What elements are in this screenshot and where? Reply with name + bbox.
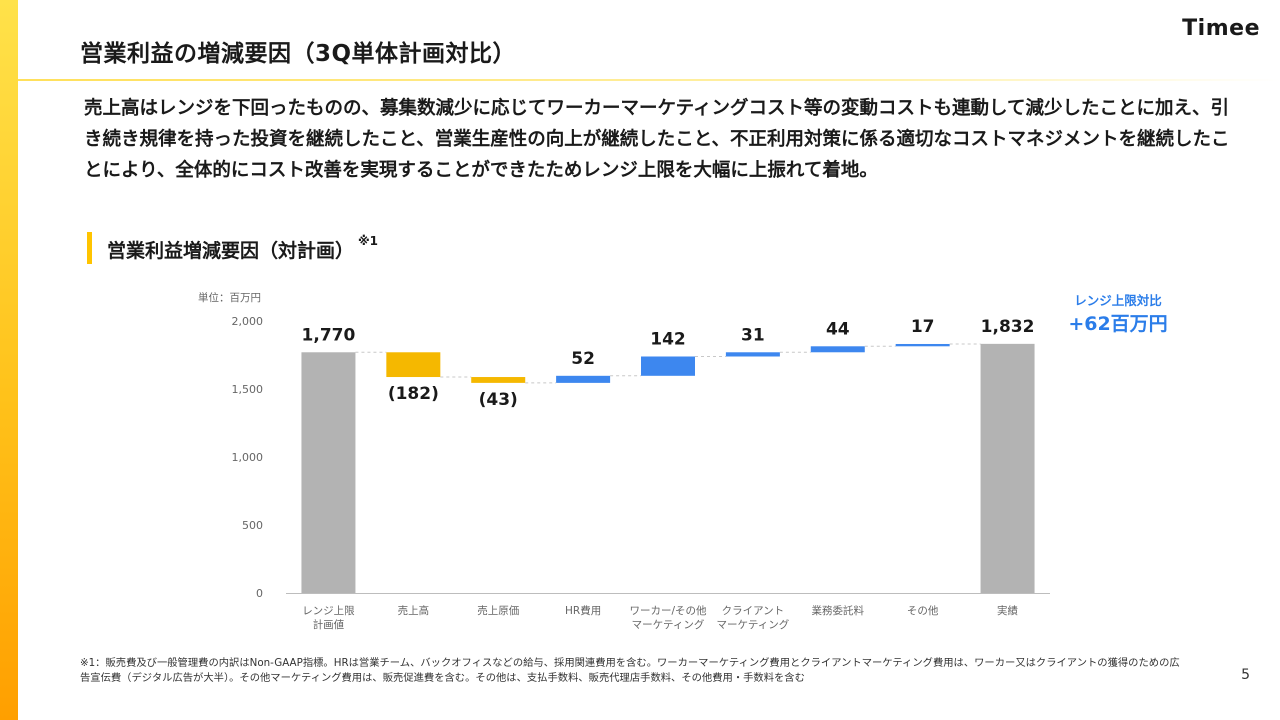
waterfall-bar <box>556 375 611 383</box>
data-label: 31 <box>741 325 765 345</box>
data-label: (43) <box>479 390 518 410</box>
side-accent-bar <box>0 0 18 720</box>
data-label: 52 <box>571 349 595 369</box>
y-tick-label: 2,000 <box>232 315 264 328</box>
data-label: 1,832 <box>981 317 1035 337</box>
category-label: レンジ上限 <box>302 605 355 617</box>
y-tick-label: 1,000 <box>232 451 264 464</box>
waterfall-bar <box>386 352 441 378</box>
waterfall-bar <box>471 377 526 383</box>
data-label: (182) <box>388 384 439 404</box>
summary-text: 売上高はレンジを下回ったものの、募集数減少に応じてワーカーマーケティングコスト等… <box>84 98 1230 181</box>
category-label: マーケティング <box>632 618 705 631</box>
unit-label: 単位：百万円 <box>198 292 261 304</box>
footnote: ※1：販売費及び一般管理費の内訳はNon-GAAP指標。HRは営業チーム、バック… <box>80 657 1180 684</box>
range-callout-label: レンジ上限対比 <box>1074 293 1162 308</box>
section-note-mark: ※1 <box>358 234 379 248</box>
category-label: 売上原価 <box>477 604 519 617</box>
data-label: 17 <box>911 317 935 337</box>
y-tick-label: 500 <box>242 519 263 532</box>
data-label: 1,770 <box>302 325 356 345</box>
category-label: ワーカー/その他 <box>629 604 707 617</box>
category-label: 業務委託料 <box>812 604 865 617</box>
page-title: 営業利益の増減要因（3Q単体計画対比） <box>80 41 517 67</box>
company-logo: Timee <box>1182 16 1260 41</box>
category-label: クライアント <box>722 605 785 617</box>
waterfall-bar <box>301 352 356 593</box>
section-accent-bar <box>87 232 92 264</box>
category-label: HR費用 <box>565 604 601 617</box>
y-tick-label: 0 <box>256 587 263 600</box>
page-number: 5 <box>1241 667 1250 683</box>
waterfall-bar <box>980 343 1035 593</box>
y-tick-label: 1,500 <box>232 383 264 396</box>
category-label: 計画値 <box>313 618 345 631</box>
section-title: 営業利益増減要因（対計画） ※1 <box>107 234 379 263</box>
data-label: 142 <box>650 329 686 349</box>
waterfall-bar <box>725 352 780 357</box>
category-label: マーケティング <box>717 618 790 631</box>
section-title-text: 営業利益増減要因（対計画） <box>107 240 355 262</box>
waterfall-bar <box>895 343 950 347</box>
range-callout-value: +62百万円 <box>1068 313 1168 335</box>
waterfall-bar <box>810 346 865 353</box>
category-label: 売上高 <box>398 604 430 617</box>
category-label: 実績 <box>997 604 1018 617</box>
data-label: 44 <box>826 319 850 339</box>
header-divider <box>18 79 1280 81</box>
category-label: その他 <box>907 604 939 617</box>
waterfall-bar <box>641 356 695 376</box>
